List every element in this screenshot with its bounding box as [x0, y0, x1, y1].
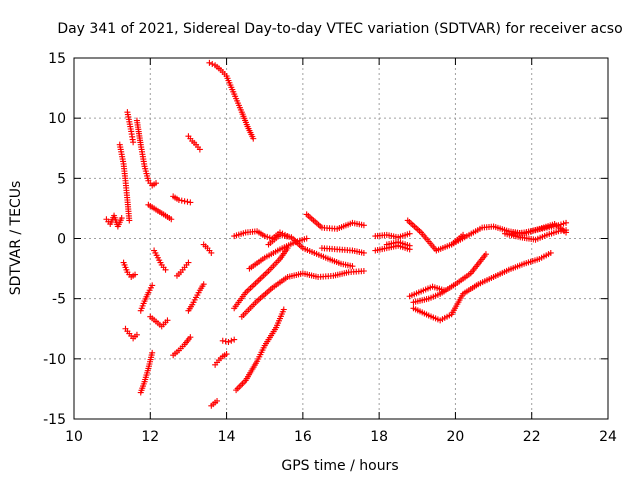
chart-title: Day 341 of 2021, Sidereal Day-to-day VTE…: [57, 21, 622, 37]
data-point: [206, 59, 213, 66]
data-point: [130, 139, 137, 146]
data-point: [175, 196, 182, 203]
data-point: [208, 249, 215, 256]
data-point: [178, 197, 185, 204]
data-point: [187, 199, 194, 206]
x-tick-label: 16: [294, 429, 312, 445]
data-point: [187, 334, 194, 341]
data-point: [185, 259, 192, 266]
data-point: [482, 251, 489, 258]
data-point: [149, 349, 156, 356]
y-tick-label: -5: [52, 292, 66, 308]
data-point: [280, 306, 287, 313]
data-point: [149, 282, 156, 289]
data-point: [406, 242, 413, 249]
data-point: [406, 230, 413, 237]
data-point: [225, 338, 232, 345]
data-point: [153, 180, 160, 187]
y-tick-label: 0: [57, 232, 66, 248]
data-point: [126, 217, 133, 224]
x-tick-label: 24: [599, 429, 617, 445]
data-point: [563, 227, 570, 234]
y-tick-label: 5: [57, 171, 66, 187]
data-point: [200, 281, 207, 288]
x-tick-label: 12: [141, 429, 159, 445]
data-point: [209, 61, 216, 68]
data-point: [547, 249, 554, 256]
data-point: [219, 337, 226, 344]
data-point: [360, 267, 367, 274]
data-point: [118, 215, 125, 222]
marks: [103, 59, 570, 409]
data-point: [223, 351, 230, 358]
y-tick-label: 10: [48, 111, 66, 127]
x-tick-label: 20: [447, 429, 465, 445]
data-point: [360, 249, 367, 256]
y-tick-label: -15: [43, 412, 66, 428]
data-point: [563, 219, 570, 226]
data-point: [168, 216, 175, 223]
data-point: [184, 198, 191, 205]
data-point: [133, 331, 140, 338]
data-point: [162, 266, 169, 273]
y-tick-label: -10: [43, 352, 66, 368]
data-point: [196, 146, 203, 153]
data-point: [250, 135, 257, 142]
x-tick-label: 14: [218, 429, 236, 445]
x-axis-label: GPS time / hours: [281, 458, 398, 474]
data-point: [228, 337, 235, 344]
y-axis-label: SDTVAR / TECUs: [8, 181, 24, 296]
data-point: [349, 263, 356, 270]
x-tick-label: 22: [523, 429, 541, 445]
data-point: [360, 222, 367, 229]
plot-frame: [73, 57, 609, 420]
data-point: [132, 271, 139, 278]
data-point: [231, 336, 238, 343]
x-tick-label: 18: [370, 429, 388, 445]
data-point: [164, 317, 171, 324]
y-tick-label: 15: [48, 51, 66, 67]
ticks: 10 12 14 16 18 20 22 24 -15 -10 -5 0 5 10 15: [43, 51, 617, 445]
data-point: [214, 397, 221, 404]
data-point: [181, 198, 188, 205]
x-tick-label: 10: [65, 429, 83, 445]
data-point: [303, 235, 310, 242]
data-point: [222, 338, 229, 345]
